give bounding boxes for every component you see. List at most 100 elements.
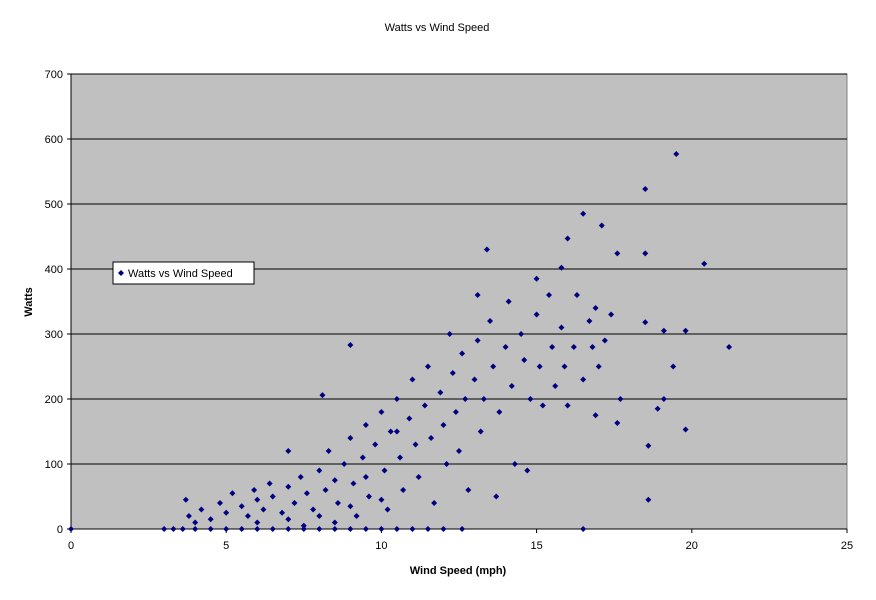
data-point xyxy=(331,526,338,532)
x-tick-label: 20 xyxy=(686,540,698,552)
data-point xyxy=(524,467,531,474)
data-point xyxy=(229,490,236,497)
data-point xyxy=(539,402,546,409)
data-point xyxy=(297,474,304,480)
data-point xyxy=(617,396,624,402)
data-point xyxy=(682,327,689,334)
data-point xyxy=(586,318,593,324)
data-point xyxy=(179,526,186,532)
data-point xyxy=(511,461,518,467)
data-point xyxy=(397,454,404,461)
data-point xyxy=(493,493,500,500)
x-axis-label: Wind Speed (mph) xyxy=(410,565,507,577)
data-point xyxy=(347,526,354,532)
data-point xyxy=(490,363,497,370)
data-point xyxy=(654,405,661,412)
data-point xyxy=(378,496,385,503)
data-point xyxy=(381,467,388,474)
data-point xyxy=(170,526,177,532)
data-point xyxy=(682,426,689,433)
data-point xyxy=(701,260,708,267)
data-point xyxy=(316,467,323,474)
data-point xyxy=(254,526,261,532)
data-point xyxy=(192,519,199,526)
data-point xyxy=(347,435,354,441)
data-point xyxy=(341,461,348,467)
data-point xyxy=(303,490,310,497)
data-point xyxy=(474,337,481,344)
data-point xyxy=(505,298,512,305)
data-point xyxy=(161,526,168,532)
data-point xyxy=(580,210,587,217)
data-point xyxy=(185,513,192,519)
data-point xyxy=(182,496,189,503)
data-point xyxy=(316,513,323,519)
data-point xyxy=(421,402,428,409)
data-point xyxy=(564,402,571,409)
data-point xyxy=(552,383,559,389)
data-point xyxy=(400,487,407,493)
data-point xyxy=(362,422,369,428)
data-point xyxy=(549,344,556,350)
data-point xyxy=(589,344,596,350)
data-point xyxy=(508,383,515,389)
y-tick-label: 400 xyxy=(45,264,63,276)
data-point xyxy=(459,350,466,357)
data-point xyxy=(216,500,223,506)
data-point xyxy=(480,396,487,402)
data-point xyxy=(291,500,298,506)
y-tick-label: 200 xyxy=(45,394,63,406)
data-point xyxy=(645,496,652,503)
data-point xyxy=(406,415,413,422)
data-point xyxy=(285,483,292,490)
data-point xyxy=(238,503,245,510)
data-point xyxy=(533,311,540,318)
data-point xyxy=(437,389,444,396)
data-point xyxy=(564,235,571,242)
data-point xyxy=(446,331,453,337)
x-tick-label: 25 xyxy=(841,540,853,552)
data-point xyxy=(251,487,258,493)
chart-title: Watts vs Wind Speed xyxy=(385,22,490,34)
data-point xyxy=(614,420,621,427)
data-point xyxy=(362,474,369,480)
data-point xyxy=(347,342,354,349)
data-point xyxy=(310,506,317,513)
y-axis-label: Watts xyxy=(23,287,35,317)
data-point xyxy=(285,448,292,454)
data-point xyxy=(726,344,733,350)
data-point xyxy=(471,376,478,383)
data-point xyxy=(527,396,534,402)
data-point xyxy=(601,337,608,344)
data-point xyxy=(561,363,568,370)
data-point xyxy=(462,396,469,402)
data-point xyxy=(536,363,543,370)
data-point xyxy=(477,428,484,435)
y-tick-label: 300 xyxy=(45,329,63,341)
data-point xyxy=(238,526,245,532)
y-tick-label: 100 xyxy=(45,459,63,471)
data-point xyxy=(223,509,230,516)
data-point xyxy=(642,319,649,326)
y-tick-label: 700 xyxy=(45,69,63,81)
data-point xyxy=(300,526,307,532)
data-point xyxy=(431,500,438,506)
x-tick-label: 10 xyxy=(375,540,387,552)
data-point xyxy=(660,327,667,334)
data-point xyxy=(319,392,326,399)
legend-marker xyxy=(118,270,124,276)
data-point xyxy=(285,516,292,523)
data-point xyxy=(412,441,419,448)
data-point xyxy=(322,487,329,493)
data-point xyxy=(331,477,338,484)
data-point xyxy=(244,513,251,519)
data-point xyxy=(614,250,621,257)
y-tick-label: 600 xyxy=(45,134,63,146)
data-point xyxy=(459,526,466,532)
data-point xyxy=(260,506,267,513)
data-point xyxy=(449,370,456,376)
data-point xyxy=(331,519,338,526)
data-point xyxy=(347,503,354,510)
data-point xyxy=(362,526,369,532)
